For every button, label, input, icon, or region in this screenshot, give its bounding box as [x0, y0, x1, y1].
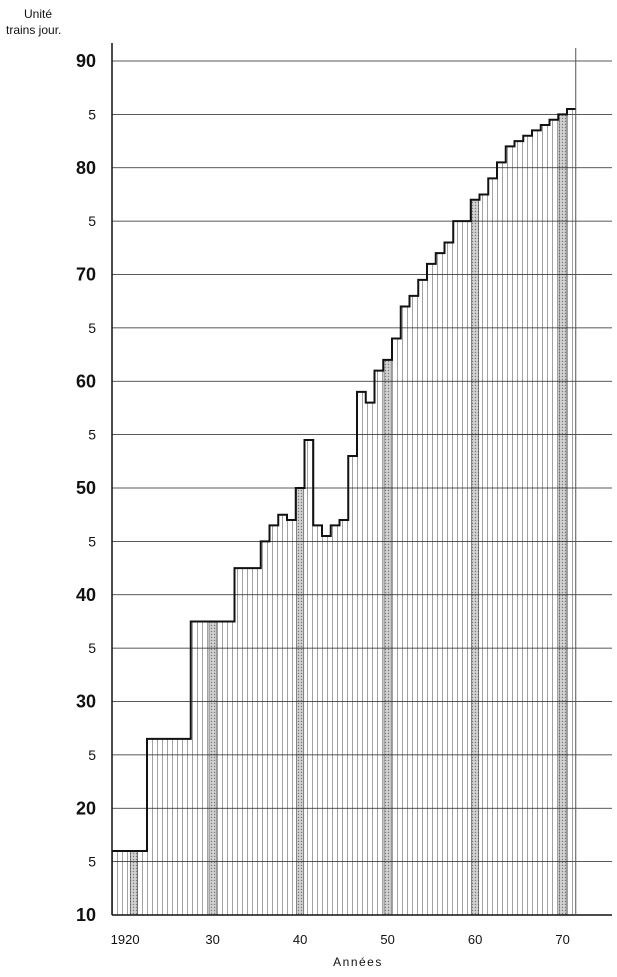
bar-1942: [313, 525, 322, 915]
bar-1948: [365, 402, 375, 916]
x-tick-label-1940: 40: [293, 932, 307, 947]
y-tick-label-25: 5: [88, 747, 96, 763]
highlight-bar-1921: [129, 850, 138, 916]
bar-1953: [409, 295, 419, 916]
bar-1971: [567, 109, 576, 916]
gridlines-group: [112, 60, 612, 863]
bar-1964: [505, 146, 515, 915]
bar-1928: [190, 621, 200, 915]
bar-1967: [532, 130, 541, 915]
y-tick-label-50: 50: [76, 478, 96, 498]
bar-1925: [164, 738, 174, 915]
y-tick-label-60: 60: [76, 371, 96, 391]
bar-1951: [392, 338, 401, 915]
bar-1965: [514, 141, 524, 915]
bar-1957: [444, 242, 454, 916]
x-tick-label-1930: 30: [205, 932, 219, 947]
y-tick-labels: 90 5 80 5 70 5 60 5 50 5 40 5 30 5 20 5 10: [76, 51, 96, 925]
bar-1934: [243, 568, 252, 915]
bar-1932: [225, 621, 235, 915]
bar-1920: [120, 850, 130, 915]
x-tick-label-1970: 70: [555, 932, 569, 947]
bar-1959: [462, 221, 471, 915]
bar-1923: [147, 738, 156, 915]
bar-1935: [252, 568, 261, 915]
x-tick-label-1950: 50: [380, 932, 394, 947]
y-tick-label-15: 5: [88, 854, 96, 870]
highlight-bar-1930: [208, 621, 217, 916]
bar-1943: [322, 536, 331, 915]
y-tick-label-45: 5: [88, 533, 96, 549]
bar-1958: [453, 221, 462, 915]
y-tick-label-55: 5: [88, 427, 96, 443]
bar-1966: [523, 135, 532, 916]
bars-group: [112, 109, 576, 916]
bar-1961: [479, 194, 489, 915]
bar-1968: [540, 125, 550, 916]
bar-1952: [400, 306, 410, 915]
bar-1922: [138, 850, 147, 915]
y-tick-label-80: 80: [76, 158, 96, 178]
bar-1947: [357, 391, 366, 915]
bar-1929: [199, 621, 209, 915]
x-tick-label-1920: 1920: [111, 932, 140, 947]
y-tick-label-75: 5: [88, 213, 96, 229]
bar-1939: [287, 520, 296, 915]
x-tick-label-1960: 60: [468, 932, 482, 947]
y-tick-label-30: 30: [76, 692, 96, 712]
y-tick-label-70: 70: [76, 265, 96, 285]
bar-1938: [278, 514, 287, 915]
bar-1927: [182, 738, 191, 915]
x-axis-title: Années: [333, 955, 383, 969]
highlight-bar-1970: [558, 114, 567, 916]
bar-1936: [260, 541, 270, 915]
bar-1962: [488, 178, 497, 916]
bar-1956: [435, 253, 445, 915]
bar-1937: [269, 525, 279, 915]
bar-1955: [427, 263, 436, 915]
bar-1949: [374, 370, 384, 915]
bar-1945: [339, 520, 349, 915]
highlight-bar-1950: [383, 359, 392, 916]
y-tick-label-85: 5: [88, 106, 96, 122]
bar-1944: [330, 525, 340, 915]
step-outline: [112, 108, 576, 852]
y-tick-label-35: 5: [88, 640, 96, 656]
bar-1954: [418, 279, 427, 915]
y-tick-label-40: 40: [76, 585, 96, 605]
y-tick-label-65: 5: [88, 320, 96, 336]
bar-1931: [217, 621, 226, 915]
highlight-bar-1960: [471, 199, 480, 916]
bar-1926: [173, 738, 182, 915]
y-axis-title-line2: trains jour.: [6, 23, 61, 37]
y-axis-title-line1: Unité: [24, 7, 52, 21]
bar-1963: [497, 162, 506, 916]
y-tick-label-90: 90: [76, 51, 96, 71]
bar-1969: [549, 119, 559, 915]
y-tick-label-20: 20: [76, 798, 96, 818]
y-tick-label-10: 10: [76, 905, 96, 925]
bar-1941: [304, 439, 314, 915]
bar-1924: [155, 738, 165, 915]
bar-1919: [112, 850, 121, 915]
x-tick-labels: 1920 30 40 50 60 70: [111, 932, 570, 947]
bar-1946: [348, 455, 357, 915]
bar-1933: [234, 568, 244, 915]
